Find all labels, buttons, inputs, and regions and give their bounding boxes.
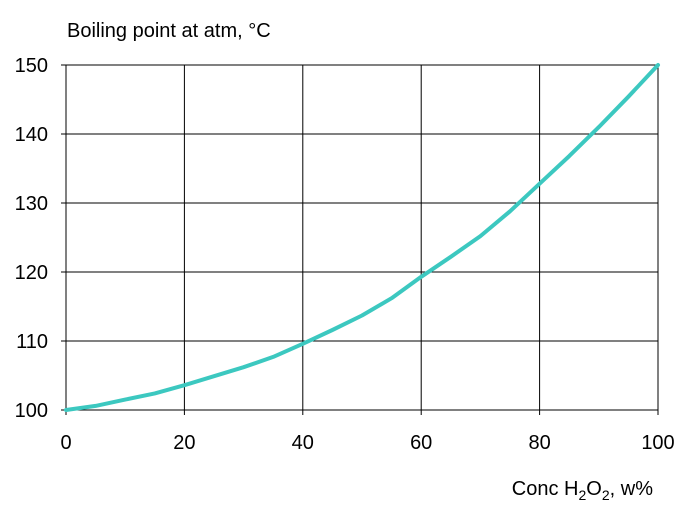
x-axis-label-sub1: 2 bbox=[579, 487, 587, 503]
x-axis-label: Conc H2O2, w% bbox=[512, 478, 653, 503]
x-tick-labels: 0 20 40 60 80 100 bbox=[60, 432, 674, 454]
gridlines bbox=[61, 64, 659, 415]
plot-area-frame bbox=[65, 64, 659, 411]
y-tick-label: 110 bbox=[16, 331, 48, 353]
x-tick-label: 40 bbox=[292, 432, 314, 454]
y-axis-label: Boiling point at atm, °C bbox=[67, 20, 271, 42]
y-tick-labels: 100 110 120 130 140 150 bbox=[15, 55, 48, 422]
x-tick-label: 80 bbox=[528, 432, 550, 454]
y-tick-label: 100 bbox=[15, 400, 48, 422]
series-line-0 bbox=[64, 63, 660, 412]
x-tick-label: 20 bbox=[173, 432, 195, 454]
series-group bbox=[64, 63, 660, 412]
x-tick-label: 100 bbox=[641, 432, 674, 454]
x-tick-label: 60 bbox=[410, 432, 432, 454]
y-tick-label: 140 bbox=[15, 124, 48, 146]
y-tick-label: 150 bbox=[15, 55, 48, 77]
x-axis-label-prefix: Conc H bbox=[512, 478, 579, 500]
x-axis-label-suffix: , w% bbox=[610, 478, 654, 500]
x-tick-label: 0 bbox=[60, 432, 71, 454]
y-tick-label: 130 bbox=[15, 193, 48, 215]
y-tick-label: 120 bbox=[15, 262, 48, 284]
x-axis-label-mid: O bbox=[586, 478, 602, 500]
x-axis-label-sub2: 2 bbox=[602, 487, 610, 503]
